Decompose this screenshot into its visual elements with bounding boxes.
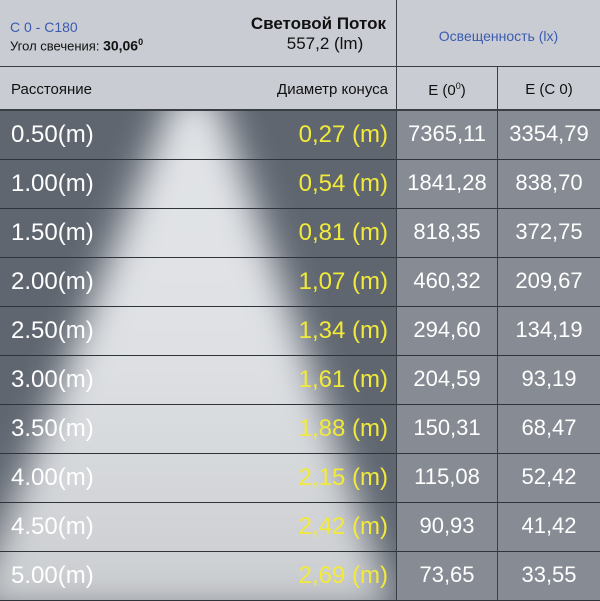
beam-angle-value: 30,06	[103, 37, 139, 54]
value-cell-bg	[397, 307, 600, 355]
luminous-flux: Световой Поток 557,2 (lm)	[240, 14, 386, 54]
cone-diameter: 1,34 (m)	[298, 317, 388, 344]
cone-diameter: 1,88 (m)	[298, 415, 388, 442]
col-e0-end: )	[460, 82, 466, 99]
table-row: 4.50(m) 2,42 (m) 90,93 41,42	[0, 503, 600, 552]
degree-sup: 0	[138, 37, 144, 47]
col-diameter: Диаметр конуса	[277, 81, 388, 98]
illuminance-title: Освещенность (lx)	[438, 28, 559, 44]
illuminance-e0: 1841,28	[407, 170, 487, 195]
illuminance-e0: 73,65	[419, 562, 475, 587]
value-cell-bg	[397, 160, 600, 208]
illuminance-e0: 115,08	[414, 464, 480, 489]
divider	[396, 0, 397, 600]
distance: 2.00(m)	[11, 268, 94, 295]
table-row: 4.00(m) 2,15 (m) 115,08 52,42	[0, 454, 600, 503]
cone-diameter: 2,42 (m)	[298, 513, 388, 540]
table-row: 0.50(m) 0,27 (m) 7365,11 3354,79	[0, 111, 600, 160]
col-e0-text: E (0	[428, 82, 456, 99]
divider	[497, 67, 498, 600]
distance: 1.50(m)	[11, 219, 94, 246]
distance: 1.00(m)	[11, 170, 94, 197]
degree-sup: 0	[455, 81, 461, 91]
distance: 3.00(m)	[11, 366, 94, 393]
illuminance-ec0: 52,42	[521, 464, 577, 489]
illuminance-e0: 204,59	[413, 366, 481, 391]
illuminance-ec0: 3354,79	[509, 121, 589, 146]
distance: 5.00(m)	[11, 562, 94, 589]
illuminance-e0: 818,35	[413, 219, 481, 244]
illuminance-e0: 90,93	[419, 513, 475, 538]
illuminance-e0: 150,31	[413, 415, 481, 440]
illuminance-ec0: 41,42	[521, 513, 577, 538]
table-row: 1.00(m) 0,54 (m) 1841,28 838,70	[0, 160, 600, 209]
illuminance-ec0: 33,55	[521, 562, 577, 587]
illuminance-ec0: 838,70	[515, 170, 583, 195]
table-row: 2.50(m) 1,34 (m) 294,60 134,19	[0, 307, 600, 356]
distance: 3.50(m)	[11, 415, 94, 442]
distance: 0.50(m)	[11, 121, 94, 148]
flux-title: Световой Поток	[250, 14, 386, 33]
cone-diameter: 0,54 (m)	[298, 170, 388, 197]
header: C 0 - C180 Угол свечения: 30,060 Светово…	[0, 0, 600, 67]
cone-diameter: 0,81 (m)	[298, 219, 388, 246]
value-cell-bg	[397, 258, 600, 306]
distance: 4.00(m)	[11, 464, 94, 491]
beam-angle: Угол свечения: 30,060	[10, 37, 143, 53]
table-row: 1.50(m) 0,81 (m) 818,35 372,75	[0, 209, 600, 258]
value-cell-bg	[397, 111, 600, 159]
illuminance-ec0: 372,75	[515, 219, 583, 244]
cone-diameter: 0,27 (m)	[298, 121, 388, 148]
illuminance-ec0: 209,67	[515, 268, 583, 293]
c-planes-label: C 0 - C180	[10, 19, 78, 35]
table-row: 5.00(m) 2,69 (m) 73,65 33,55	[0, 552, 600, 601]
value-cell-bg	[397, 454, 600, 502]
value-cell-bg	[397, 209, 600, 257]
cone-diameter: 1,61 (m)	[298, 366, 388, 393]
column-headers	[0, 67, 600, 111]
table-row: 2.00(m) 1,07 (m) 460,32 209,67	[0, 258, 600, 307]
value-cell-bg	[397, 503, 600, 551]
distance: 2.50(m)	[11, 317, 94, 344]
data-table: 0.50(m) 0,27 (m) 7365,11 3354,79 1.00(m)…	[0, 111, 600, 601]
table-row: 3.00(m) 1,61 (m) 204,59 93,19	[0, 356, 600, 405]
illuminance-e0: 460,32	[413, 268, 481, 293]
cone-diameter: 1,07 (m)	[298, 268, 388, 295]
cone-diameter: 2,69 (m)	[298, 562, 388, 589]
cone-diameter: 2,15 (m)	[298, 464, 388, 491]
col-distance: Расстояние	[11, 81, 93, 98]
value-cell-bg	[397, 405, 600, 453]
value-cell-bg	[397, 552, 600, 600]
distance: 4.50(m)	[11, 513, 94, 540]
illuminance-ec0: 68,47	[521, 415, 577, 440]
value-cell-bg	[397, 356, 600, 404]
col-e0: E (00)	[397, 81, 497, 99]
illuminance-ec0: 134,19	[515, 317, 583, 342]
illuminance-e0: 294,60	[413, 317, 481, 342]
illuminance-ec0: 93,19	[521, 366, 577, 391]
illuminance-e0: 7365,11	[408, 121, 486, 146]
col-ec0: E (C 0)	[525, 81, 573, 98]
table-row: 3.50(m) 1,88 (m) 150,31 68,47	[0, 405, 600, 454]
flux-value: 557,2 (lm)	[286, 34, 364, 53]
beam-angle-label: Угол свечения:	[10, 38, 100, 54]
